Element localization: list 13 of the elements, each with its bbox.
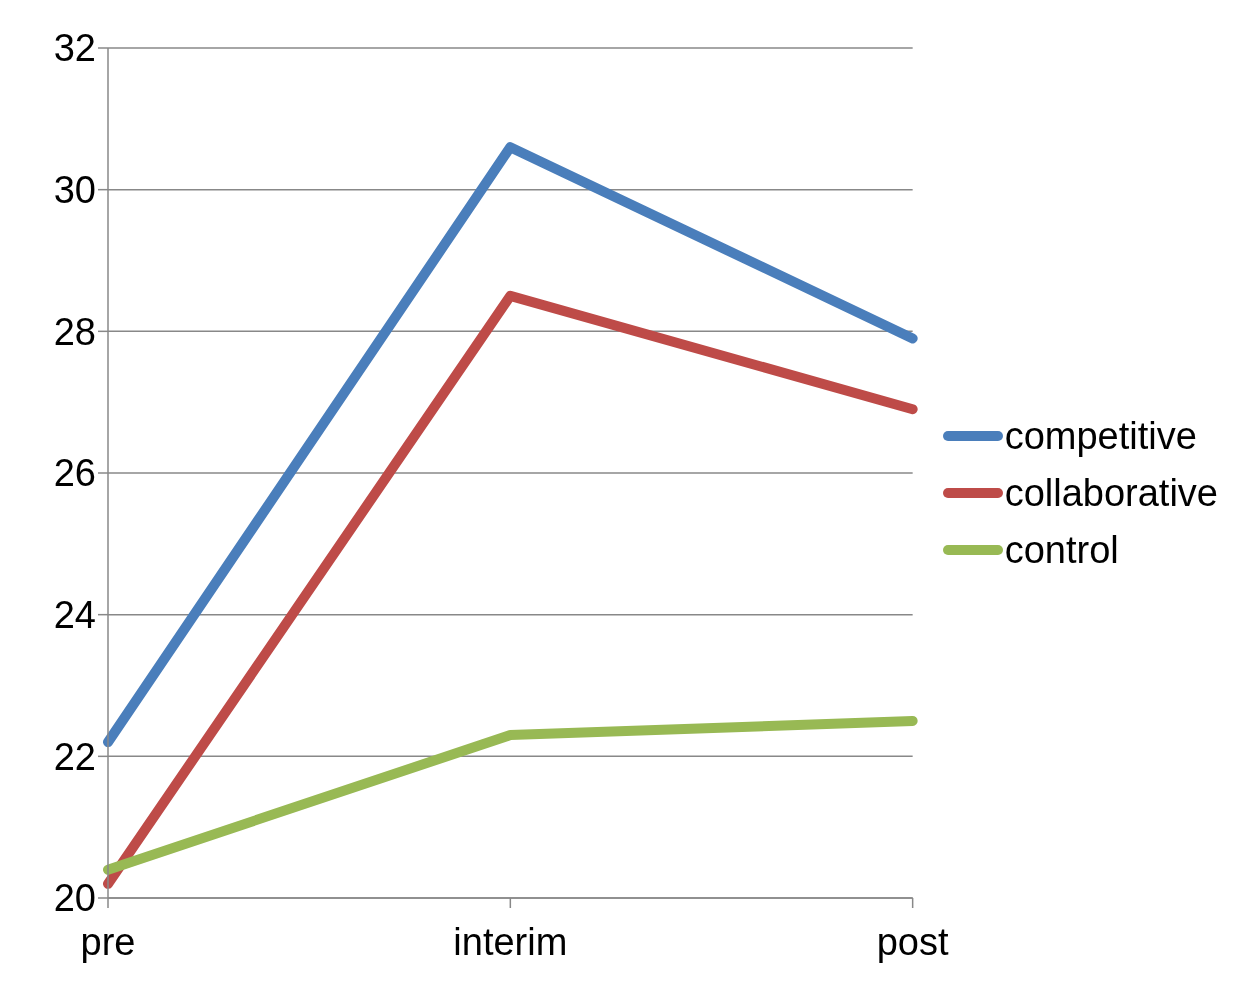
x-tick-label: interim <box>453 920 568 963</box>
x-tick-label: post <box>876 920 950 963</box>
x-tick-label: pre <box>80 920 136 963</box>
y-tick-label: 28 <box>53 310 96 353</box>
legend-label: control <box>1004 528 1119 572</box>
y-tick-label: 22 <box>53 735 96 778</box>
y-tick-label: 32 <box>53 27 96 70</box>
legend-label: collaborative <box>1004 471 1218 515</box>
y-tick-label: 20 <box>53 877 96 920</box>
y-tick-label: 30 <box>53 169 96 212</box>
y-tick-label: 24 <box>53 594 96 637</box>
y-tick-label: 26 <box>53 452 96 495</box>
legend-label: competitive <box>1004 414 1197 458</box>
